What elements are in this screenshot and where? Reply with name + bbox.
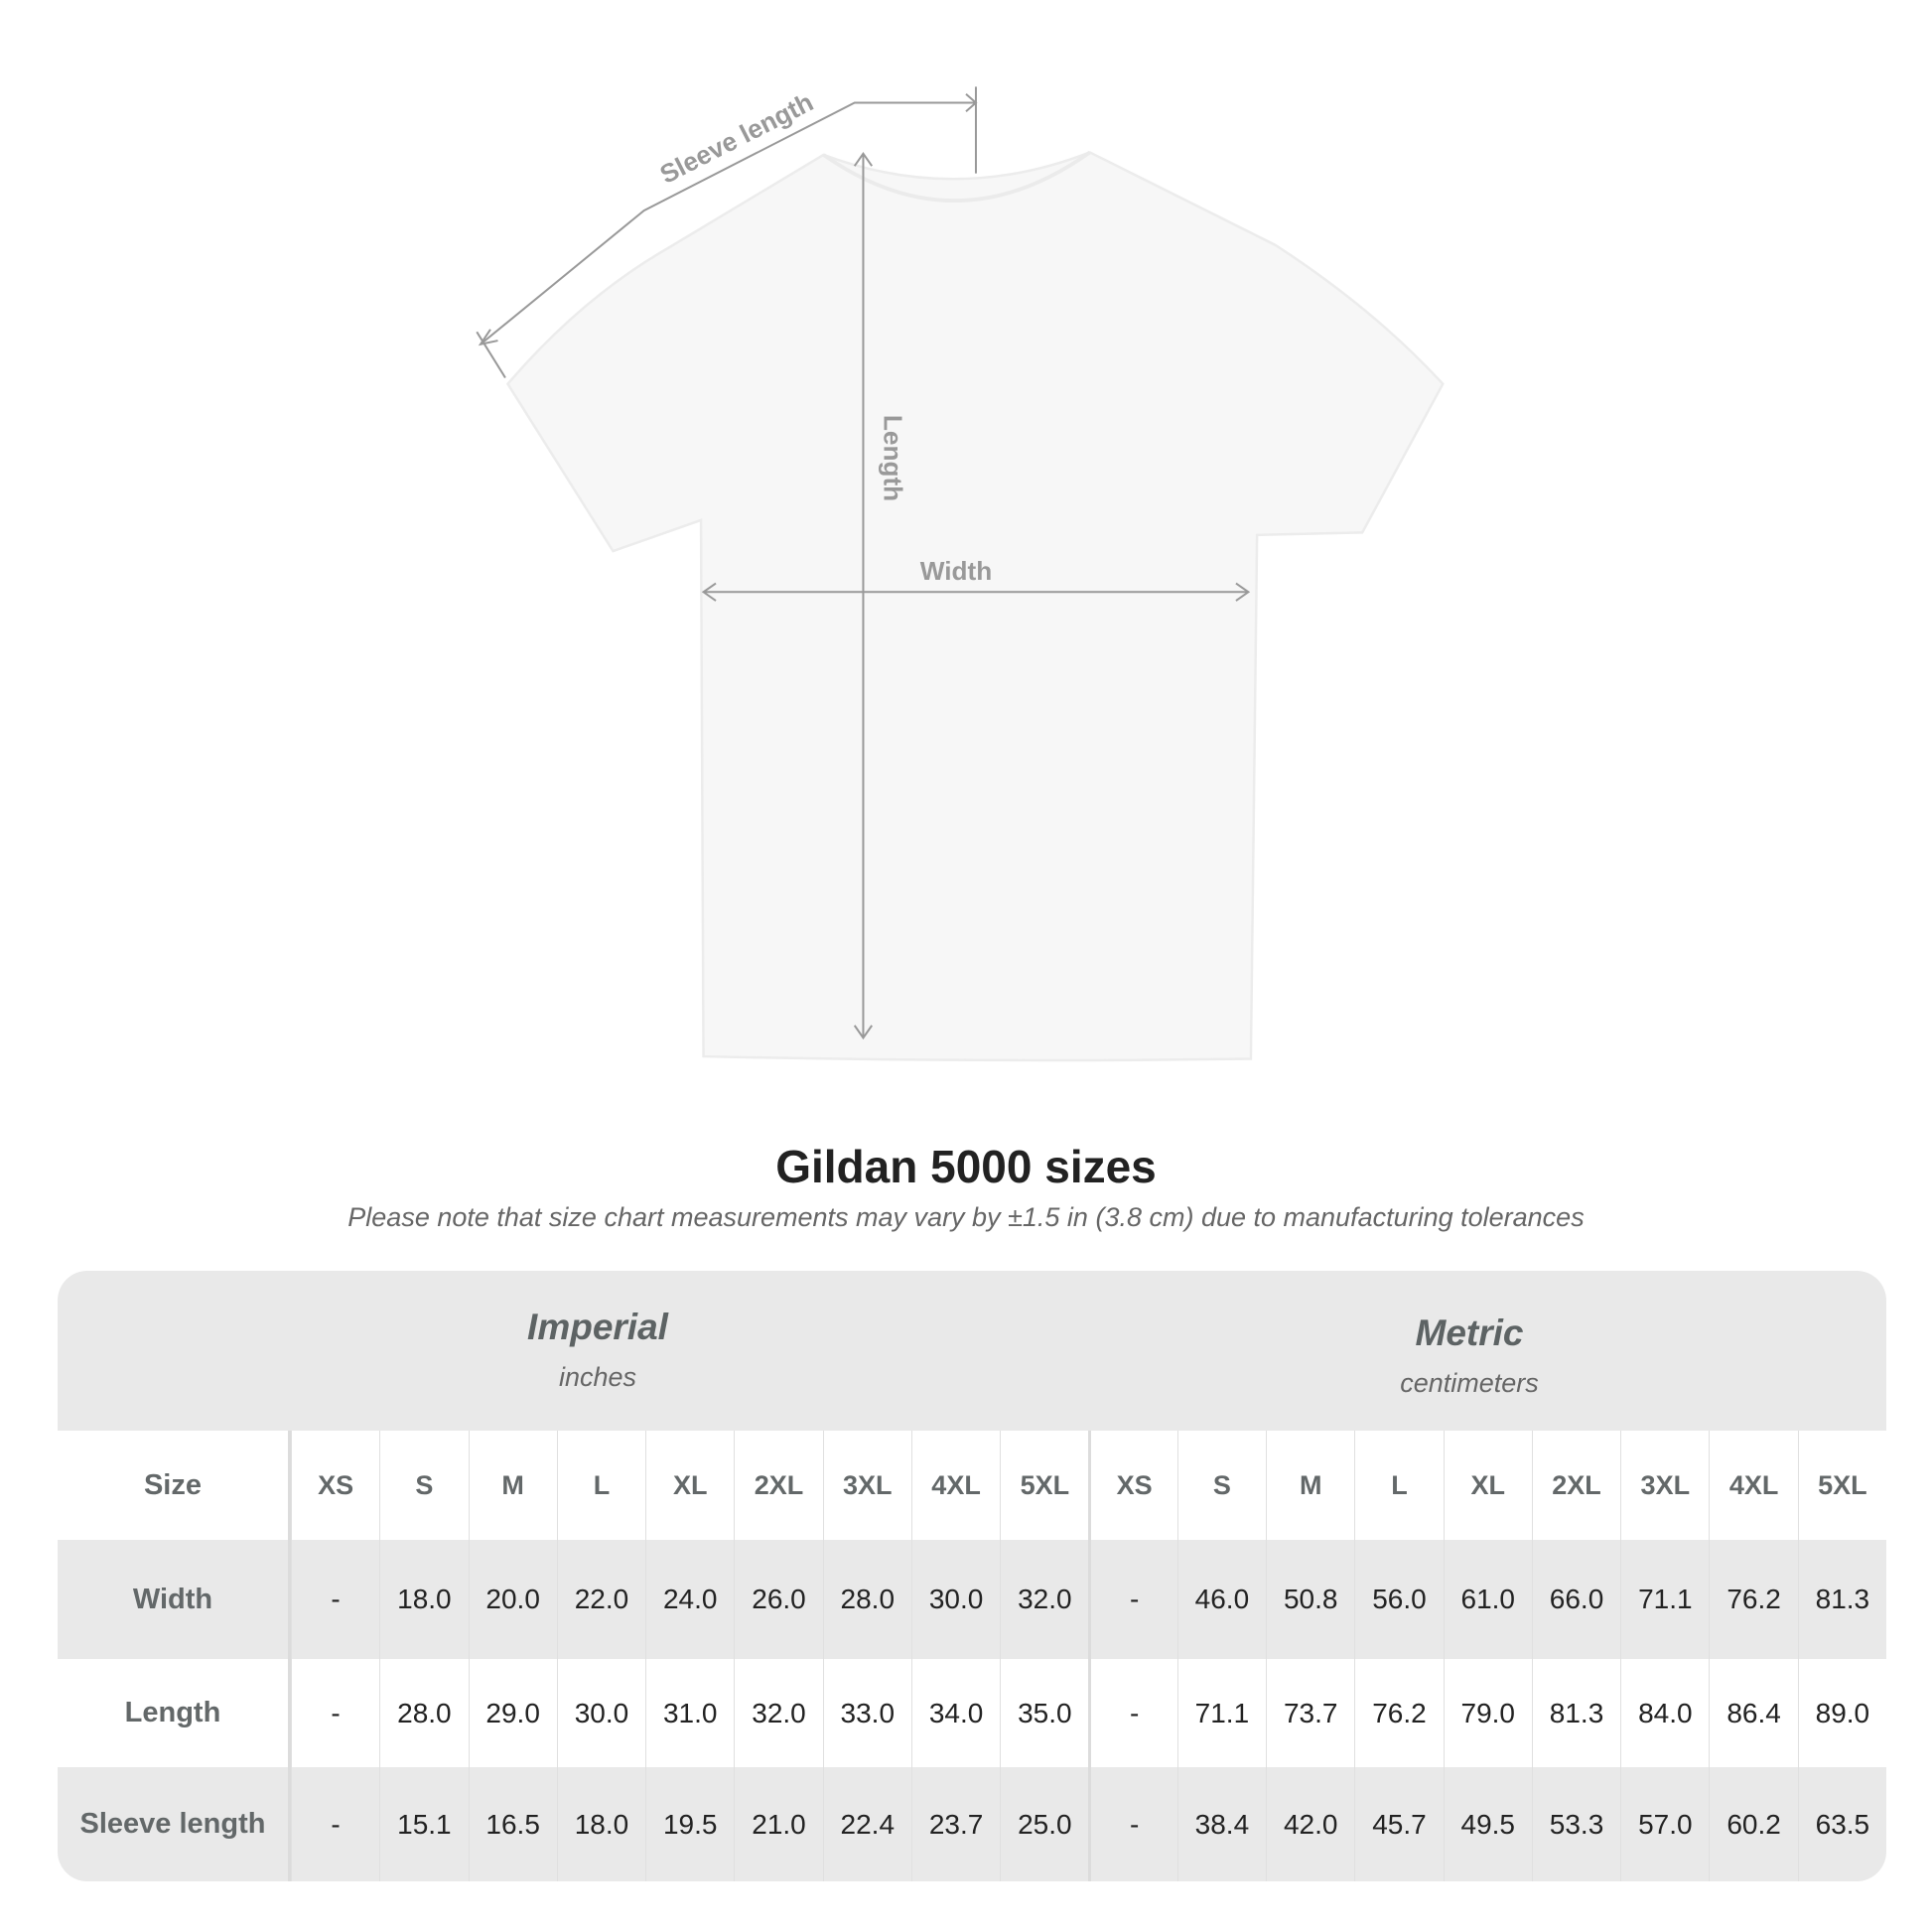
metric-value-cell: 71.1 [1620, 1540, 1709, 1659]
metric-value-cell: 45.7 [1354, 1767, 1443, 1881]
metric-size-header: 4XL [1709, 1431, 1797, 1540]
imperial-size-header: 4XL [910, 1431, 1000, 1540]
metric-header: Metric centimeters [1172, 1312, 1767, 1399]
imperial-value-cell: 30.0 [556, 1659, 645, 1767]
width-label: Width [920, 556, 992, 586]
tshirt-image [505, 151, 1445, 1062]
metric-unit: centimeters [1400, 1368, 1539, 1398]
imperial-size-header: L [556, 1431, 645, 1540]
size-header-label: Size [58, 1431, 291, 1540]
width-row: Width -18.0 20.0 22.0 24.0 26.0 28.0 30.0 32.0-4… [58, 1540, 1886, 1659]
imperial-value-cell: 34.0 [910, 1659, 1000, 1767]
imperial-value-cell: 26.0 [734, 1540, 822, 1659]
metric-value-cell: 49.5 [1443, 1767, 1532, 1881]
imperial-value-cell: - [290, 1540, 379, 1659]
metric-value-cell: - [1088, 1767, 1176, 1881]
length-row: Length -28.0 29.0 30.0 31.0 32.0 33.0 34.0 35.0-… [58, 1659, 1886, 1767]
metric-value-cell: 76.2 [1709, 1540, 1797, 1659]
imperial-value-cell: 23.7 [910, 1767, 1000, 1881]
unit-header: Imperial inches Metric centimeters [58, 1271, 1886, 1431]
imperial-value-cell: 32.0 [734, 1659, 822, 1767]
metric-value-cell: 53.3 [1531, 1767, 1620, 1881]
imperial-value-cell: 22.0 [556, 1540, 645, 1659]
metric-size-header: L [1354, 1431, 1443, 1540]
size-table: Imperial inches Metric centimeters Size X… [58, 1271, 1886, 1881]
row-label: Length [58, 1659, 291, 1767]
size-row: Size XS S M L XL 2XL 3XL 4XL 5XL XS S M L XL 2XL 3XL 4XL 5… [58, 1431, 1886, 1540]
imperial-size-header: XL [645, 1431, 734, 1540]
imperial-value-cell: 19.5 [645, 1767, 734, 1881]
metric-value-cell: 86.4 [1709, 1659, 1797, 1767]
metric-title: Metric [1415, 1312, 1524, 1353]
imperial-size-header: 3XL [822, 1431, 911, 1540]
imperial-value-cell: 22.4 [822, 1767, 911, 1881]
imperial-value-cell: 20.0 [468, 1540, 557, 1659]
imperial-value-cell: 18.0 [379, 1540, 468, 1659]
imperial-value-cell: 18.0 [556, 1767, 645, 1881]
metric-size-header: S [1176, 1431, 1266, 1540]
measure-lines [476, 86, 1251, 1040]
imperial-header: Imperial inches [300, 1307, 896, 1393]
metric-size-header: XL [1443, 1431, 1532, 1540]
metric-value-cell: 79.0 [1443, 1659, 1532, 1767]
metric-size-header: XS [1088, 1431, 1176, 1540]
metric-value-cell: 66.0 [1531, 1540, 1620, 1659]
imperial-value-cell: - [290, 1767, 379, 1881]
metric-value-cell: 42.0 [1266, 1767, 1354, 1881]
row-label: Sleeve length [58, 1767, 291, 1881]
imperial-value-cell: 28.0 [379, 1659, 468, 1767]
metric-value-cell: 38.4 [1176, 1767, 1266, 1881]
metric-value-cell: 46.0 [1176, 1540, 1266, 1659]
metric-value-cell: 56.0 [1354, 1540, 1443, 1659]
imperial-value-cell: 31.0 [645, 1659, 734, 1767]
imperial-size-header: XS [290, 1431, 379, 1540]
imperial-size-header: 2XL [734, 1431, 822, 1540]
chart-title: Gildan 5000 sizes [775, 1141, 1157, 1192]
length-label: Length [879, 415, 908, 501]
imperial-value-cell: 15.1 [379, 1767, 468, 1881]
row-label: Width [58, 1540, 291, 1659]
imperial-value-cell: 25.0 [1000, 1767, 1088, 1881]
imperial-value-cell: 32.0 [1000, 1540, 1088, 1659]
metric-value-cell: 57.0 [1620, 1767, 1709, 1881]
sleeve-length-row: Sleeve length -15.1 16.5 18.0 19.5 21.0 22.4 23… [58, 1767, 1886, 1881]
metric-value-cell: 60.2 [1709, 1767, 1797, 1881]
metric-value-cell: 84.0 [1620, 1659, 1709, 1767]
collar [822, 150, 1091, 203]
metric-value-cell: 89.0 [1797, 1659, 1886, 1767]
imperial-size-header: M [468, 1431, 557, 1540]
imperial-value-cell: 33.0 [822, 1659, 911, 1767]
metric-size-header: 5XL [1797, 1431, 1886, 1540]
metric-value-cell: 73.7 [1266, 1659, 1354, 1767]
metric-size-header: 3XL [1620, 1431, 1709, 1540]
imperial-value-cell: 21.0 [734, 1767, 822, 1881]
imperial-value-cell: 24.0 [645, 1540, 734, 1659]
imperial-unit: inches [558, 1362, 637, 1392]
imperial-value-cell: 16.5 [468, 1767, 557, 1881]
imperial-size-header: S [379, 1431, 468, 1540]
metric-value-cell: 81.3 [1531, 1659, 1620, 1767]
metric-value-cell: 71.1 [1176, 1659, 1266, 1767]
metric-value-cell: 61.0 [1443, 1540, 1532, 1659]
imperial-size-header: 5XL [1000, 1431, 1088, 1540]
imperial-value-cell: 28.0 [822, 1540, 911, 1659]
imperial-title: Imperial [527, 1307, 668, 1347]
metric-value-cell: 63.5 [1797, 1767, 1886, 1881]
metric-value-cell: 76.2 [1354, 1659, 1443, 1767]
imperial-value-cell: 29.0 [468, 1659, 557, 1767]
metric-size-header: 2XL [1531, 1431, 1620, 1540]
imperial-value-cell: 30.0 [910, 1540, 1000, 1659]
imperial-value-cell: - [290, 1659, 379, 1767]
metric-size-header: M [1266, 1431, 1354, 1540]
tolerance-note: Please note that size chart measurements… [347, 1202, 1585, 1232]
metric-value-cell: - [1088, 1540, 1176, 1659]
metric-value-cell: 50.8 [1266, 1540, 1354, 1659]
imperial-value-cell: 35.0 [1000, 1659, 1088, 1767]
metric-value-cell: - [1088, 1659, 1176, 1767]
metric-value-cell: 81.3 [1797, 1540, 1886, 1659]
